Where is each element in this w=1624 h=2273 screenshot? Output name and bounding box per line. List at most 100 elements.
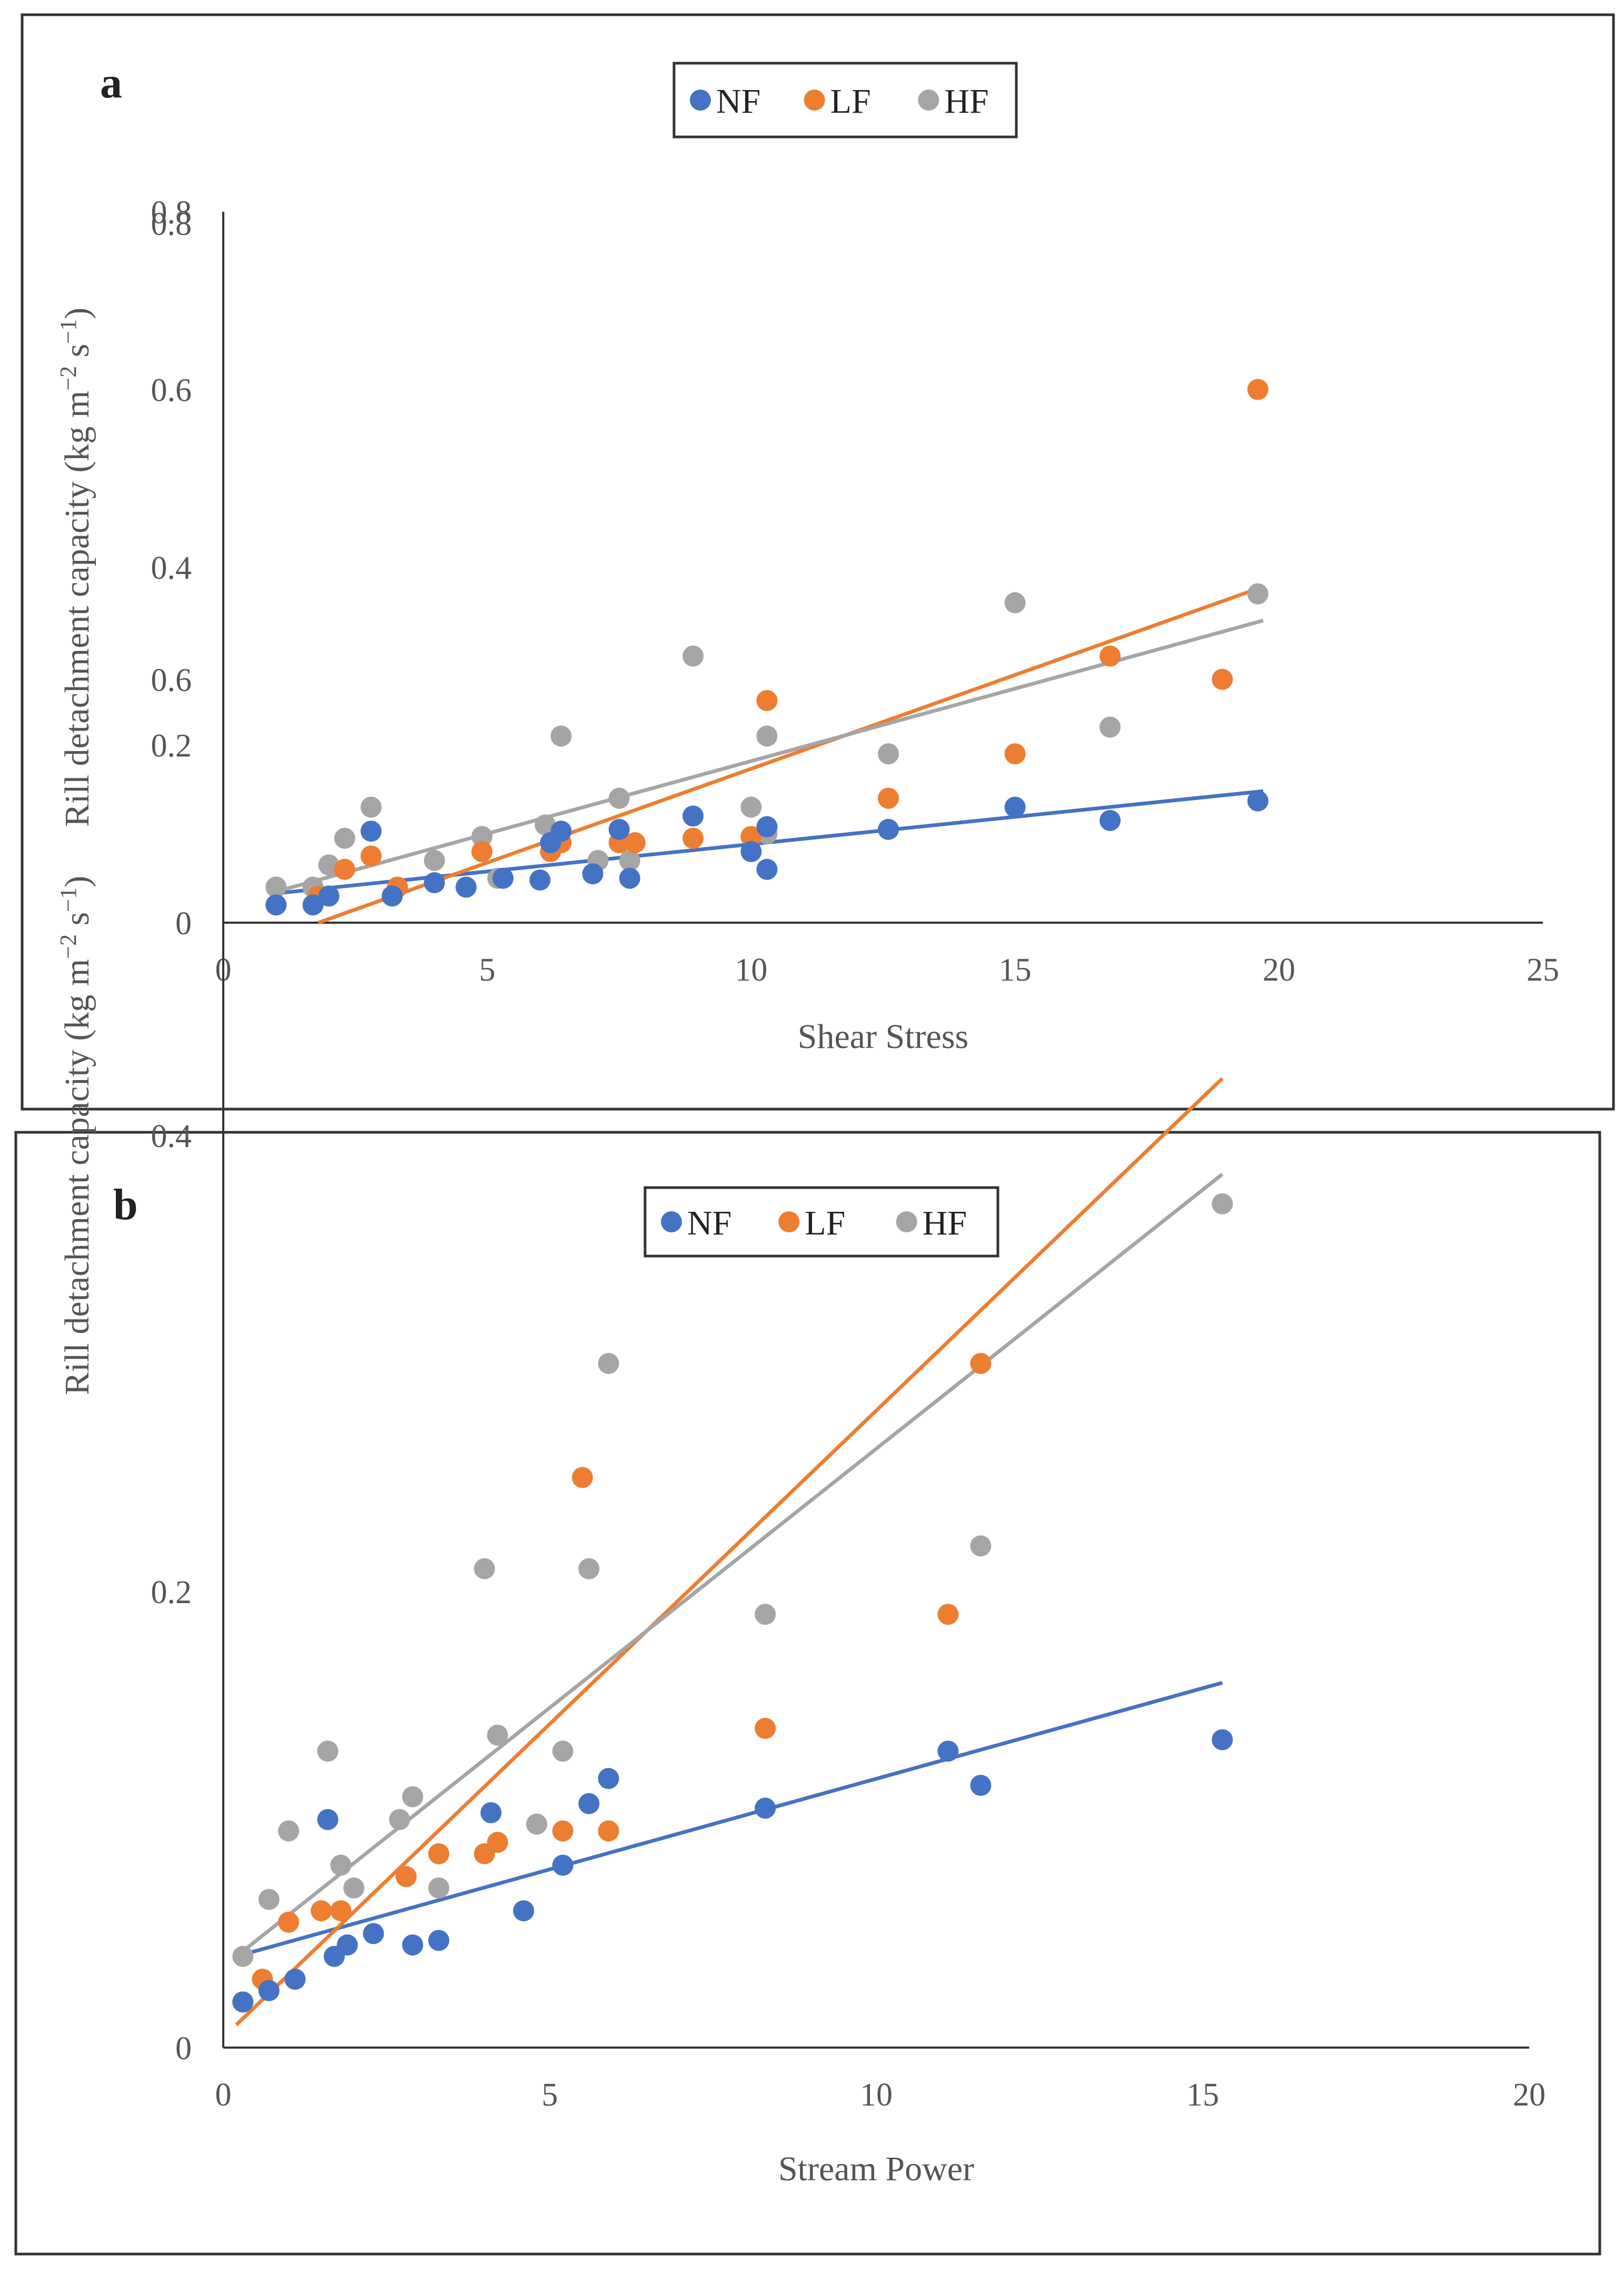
point-lf <box>624 832 646 854</box>
point-nf <box>756 858 778 880</box>
legend-marker-lf <box>804 90 825 111</box>
y-tick-label: 0.2 <box>151 1575 192 1610</box>
point-hf <box>389 1809 410 1830</box>
y-tick-label: 0.4 <box>151 1119 192 1154</box>
legend-label-nf: NF <box>687 1204 731 1242</box>
trendline-hf <box>275 618 1264 894</box>
point-lf <box>471 841 493 862</box>
point-lf <box>360 845 382 867</box>
y-axis-title-ylabel-sup2: −1 <box>55 319 81 344</box>
chart-panel-b: b 0 0.2 0.4 0.6 0.8 0 5 10 15 20 Stream Power Rill d… <box>14 206 1601 2256</box>
point-lf <box>682 827 704 849</box>
point-nf <box>318 885 340 907</box>
point-hf <box>423 849 445 871</box>
point-lf <box>428 1843 450 1864</box>
point-lf <box>487 1832 508 1853</box>
point-hf <box>740 796 762 818</box>
point-nf <box>302 894 324 916</box>
point-lf <box>572 1467 593 1488</box>
point-hf <box>343 1877 364 1899</box>
y-axis-title-ylabel-sup1: −2 <box>55 934 81 959</box>
point-lf <box>330 1900 352 1922</box>
point-hf <box>534 814 556 836</box>
y-tick-label: 0.2 <box>151 728 192 764</box>
point-lf <box>1212 669 1233 690</box>
point-hf <box>258 1889 280 1910</box>
y-tick-label: 0.8 <box>151 206 192 242</box>
point-hf <box>360 796 382 818</box>
legend-marker-lf <box>778 1211 800 1232</box>
x-axis-title: Shear Stress <box>798 1017 968 1056</box>
point-hf <box>755 1604 776 1625</box>
y-tick-label: 0 <box>175 906 192 942</box>
x-tick-label: 25 <box>1527 952 1559 988</box>
point-nf <box>598 1768 619 1790</box>
point-nf <box>258 1980 280 2001</box>
point-nf <box>682 805 704 827</box>
panel-label: a <box>100 58 122 107</box>
point-lf <box>334 858 355 880</box>
point-nf <box>756 816 778 837</box>
point-lf <box>552 1820 573 1842</box>
legend-label-lf: LF <box>830 82 871 121</box>
point-hf <box>317 1741 339 1762</box>
y-tick-label: 0.6 <box>151 373 192 409</box>
x-tick-label: 10 <box>860 2077 893 2113</box>
point-hf <box>330 1854 352 1876</box>
y-axis-title-ylabel-end: ) <box>58 308 96 319</box>
y-tick-label: 0.4 <box>151 550 192 586</box>
point-nf <box>317 1809 339 1830</box>
point-nf <box>529 869 551 891</box>
point-hf <box>550 725 572 747</box>
legend-label-hf: HF <box>944 82 988 121</box>
point-lf <box>1100 645 1121 667</box>
legend-label-hf: HF <box>923 1204 967 1242</box>
legend-label-lf: LF <box>805 1204 845 1242</box>
legend: NF LF HF <box>672 62 1018 139</box>
trendline-lf <box>318 585 1264 925</box>
legend-marker-nf <box>661 1211 682 1232</box>
point-nf <box>552 1854 573 1876</box>
x-tick-label: 10 <box>735 952 767 988</box>
y-axis-title-ylabel: Rill detachment capacity (kg m <box>58 959 96 1395</box>
point-nf <box>937 1741 959 1762</box>
point-nf <box>550 821 572 842</box>
point-lf <box>740 826 762 847</box>
point-lf <box>878 787 899 809</box>
legend-box <box>672 62 1018 139</box>
point-lf <box>755 1717 776 1739</box>
point-hf <box>682 645 704 667</box>
point-nf <box>284 1969 306 1990</box>
panel-frame <box>21 13 1615 1111</box>
legend-marker-hf <box>896 1211 917 1232</box>
legend-marker-hf <box>918 90 939 111</box>
trendline-lf <box>235 1077 1224 2027</box>
point-hf <box>1212 1193 1233 1214</box>
point-nf <box>360 821 382 842</box>
point-hf <box>970 1535 992 1557</box>
x-tick-label: 0 <box>215 2077 232 2113</box>
x-tick-label: 5 <box>479 952 496 988</box>
point-hf <box>598 1353 619 1374</box>
point-nf <box>1247 790 1269 812</box>
point-hf <box>278 1820 299 1842</box>
point-hf <box>608 787 630 809</box>
legend-box <box>643 1186 999 1258</box>
point-nf <box>970 1775 992 1796</box>
point-hf <box>471 826 493 847</box>
y-tick-label: 0 <box>175 2031 192 2067</box>
point-nf <box>878 818 899 840</box>
y-axis-title-ylabel-sup2: −1 <box>55 887 81 912</box>
point-nf <box>402 1934 423 1956</box>
point-hf <box>526 1813 548 1835</box>
point-hf <box>318 854 340 876</box>
legend-marker-nf <box>690 90 711 111</box>
point-lf <box>1247 379 1269 400</box>
point-nf <box>455 876 477 898</box>
point-nf <box>578 1793 600 1814</box>
point-hf <box>1100 716 1121 738</box>
point-hf <box>428 1877 450 1899</box>
x-axis-title: Stream Power <box>778 2150 974 2188</box>
legend: NF LF HF <box>643 1186 999 1258</box>
point-hf <box>756 725 778 747</box>
